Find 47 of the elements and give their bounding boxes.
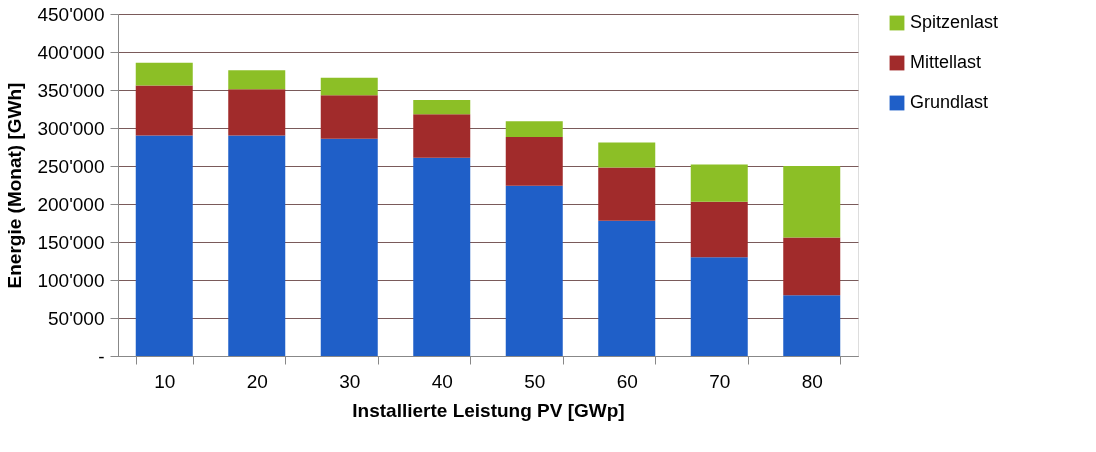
bar: [505, 137, 563, 186]
y-tick-label: 400'000: [37, 41, 105, 63]
x-axis-title: Installierte Leistung PV [GWp]: [352, 399, 625, 421]
x-tick-label: 40: [431, 370, 453, 392]
legend-label: Spitzenlast: [910, 12, 999, 32]
bar: [228, 89, 286, 136]
bar: [135, 62, 193, 86]
bar: [690, 164, 748, 202]
y-tick-label: 100'000: [37, 269, 105, 291]
x-tick-label: 20: [246, 370, 268, 392]
bar: [320, 77, 378, 96]
x-tick-label: 80: [801, 370, 823, 392]
bar: [228, 135, 286, 356]
bar: [783, 295, 841, 356]
bar: [135, 135, 193, 356]
bar: [598, 142, 656, 168]
y-tick-label: 350'000: [37, 79, 105, 101]
legend-label: Grundlast: [910, 92, 989, 112]
bar: [228, 70, 286, 90]
bar: [413, 114, 471, 158]
bar: [505, 121, 563, 138]
bar: [135, 85, 193, 136]
y-tick-label: 200'000: [37, 193, 105, 215]
bar: [505, 185, 563, 356]
bar: [783, 166, 841, 238]
legend-label: Mittellast: [910, 52, 982, 72]
bar: [598, 167, 656, 221]
y-tick-label: -: [98, 345, 105, 367]
y-tick-label: 300'000: [37, 117, 105, 139]
bar: [320, 138, 378, 356]
bar: [320, 95, 378, 139]
x-tick-label: 60: [616, 370, 638, 392]
x-tick-label: 50: [524, 370, 546, 392]
y-axis-title: Energie (Monat) [GWh]: [4, 82, 26, 289]
y-tick-label: 450'000: [37, 3, 105, 25]
x-tick-label: 10: [154, 370, 176, 392]
bar: [413, 99, 471, 115]
y-tick-label: 50'000: [48, 307, 105, 329]
bar: [783, 237, 841, 296]
y-tick-label: 250'000: [37, 155, 105, 177]
x-tick-label: 30: [339, 370, 361, 392]
bar: [690, 201, 748, 258]
bar: [598, 220, 656, 356]
x-tick-label: 70: [709, 370, 731, 392]
y-tick-label: 150'000: [37, 231, 105, 253]
bar: [690, 257, 748, 356]
bar: [413, 157, 471, 356]
